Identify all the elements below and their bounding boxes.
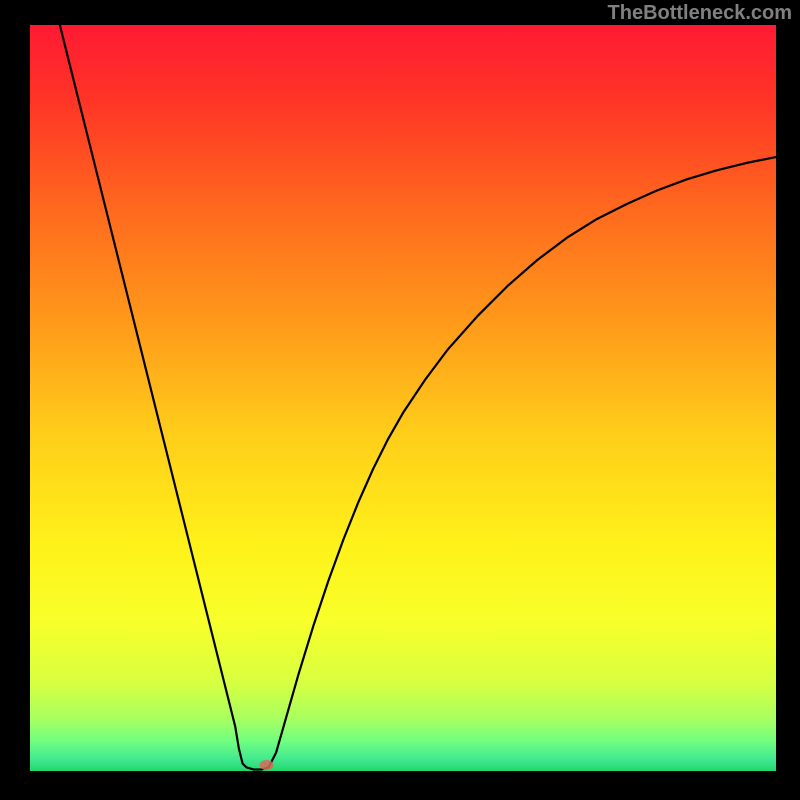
- plot-area: [30, 25, 776, 771]
- chart-container: TheBottleneck.com: [0, 0, 800, 800]
- watermark-text: TheBottleneck.com: [608, 2, 792, 25]
- gradient-background: [30, 25, 776, 771]
- plot-svg: [30, 25, 776, 771]
- minimum-marker: [259, 760, 273, 770]
